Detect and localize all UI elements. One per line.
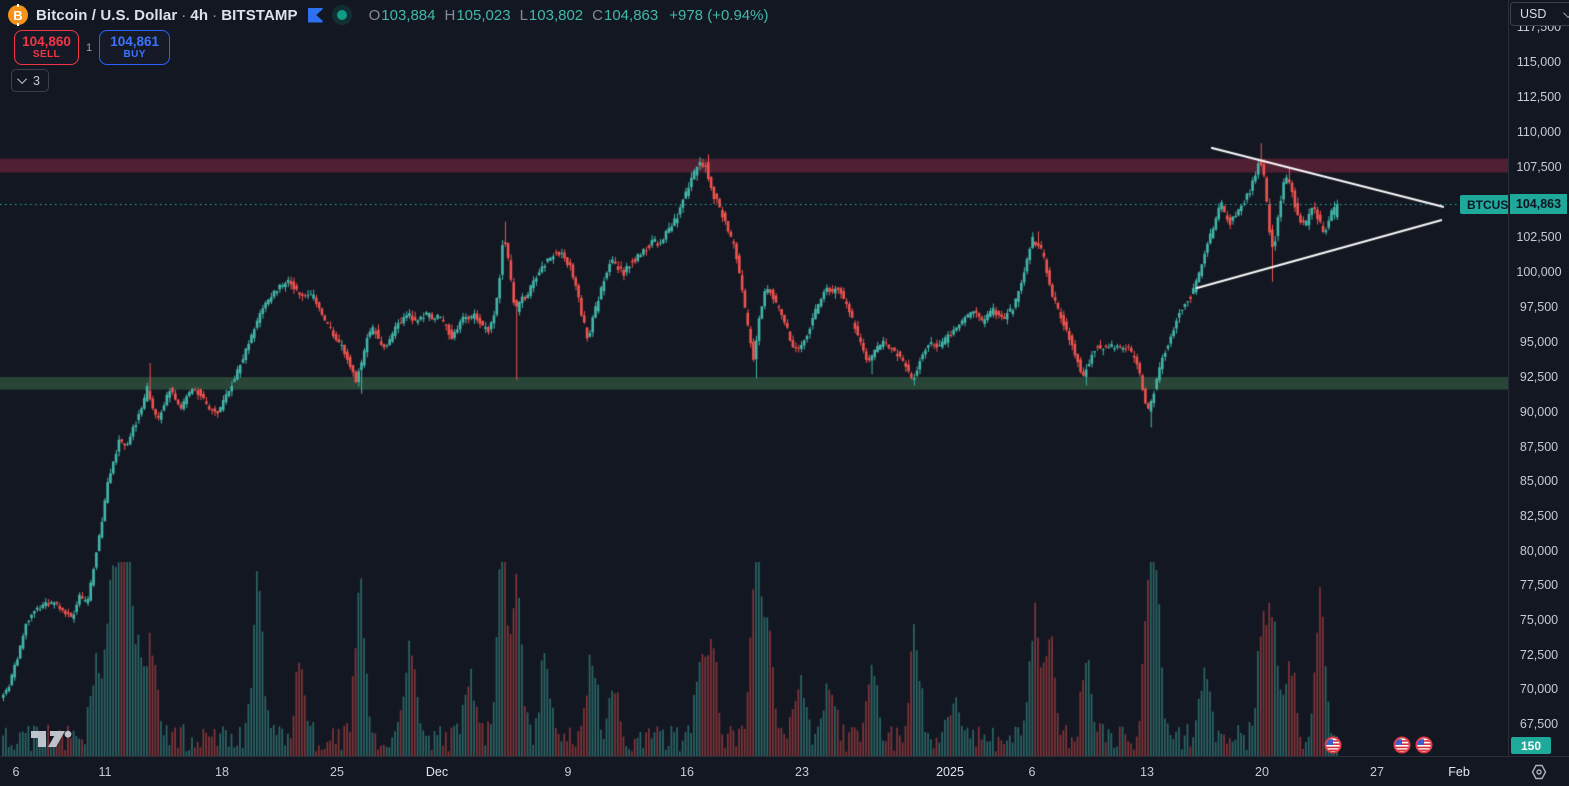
currency-selector[interactable]: USD (1510, 2, 1569, 26)
ohlc-key: H (444, 6, 456, 24)
us-flag-event-icon[interactable] (1415, 736, 1433, 754)
exchange-label: BITSTAMP (221, 6, 298, 24)
time-axis-label: 11 (98, 764, 112, 779)
ohlc-key: C (592, 6, 603, 24)
chevron-down-icon (1563, 7, 1569, 18)
price-axis-label: 112,500 (1516, 90, 1562, 104)
price-axis[interactable]: USD 104,863 150 117,500 115,000 112,500 110… (1508, 0, 1569, 757)
time-axis-label: 20 (1255, 764, 1269, 779)
price-axis-label: 115,000 (1516, 55, 1562, 69)
spread-value: 1 (86, 41, 93, 54)
ohlc-value: 105,023 (456, 6, 511, 24)
time-axis-label: 27 (1370, 764, 1384, 779)
symbol-title[interactable]: Bitcoin / U.S. Dollar · 4h · BITSTAMP (36, 7, 298, 24)
ohlc-pair: H105,023 (445, 7, 511, 24)
current-price-tag: 104,863 (1510, 194, 1567, 214)
time-axis[interactable]: 6 11 18 25 Dec 9 16 23 2025 6 13 20 27 Feb (0, 756, 1508, 786)
object-tree-chip[interactable]: 3 (11, 69, 49, 92)
sell-label: SELL (32, 49, 61, 61)
time-axis-label: 6 (1028, 764, 1036, 779)
buy-label: BUY (123, 49, 146, 61)
interval-label[interactable]: 4h (190, 6, 209, 24)
price-axis-label: 75,000 (1519, 613, 1559, 627)
price-axis-label: 100,000 (1516, 265, 1562, 279)
gear-icon (1531, 764, 1546, 779)
sell-button[interactable]: 104,860 SELL (14, 30, 79, 65)
price-axis-label: 95,000 (1519, 335, 1559, 349)
price-axis-label: 92,500 (1519, 370, 1559, 384)
price-axis-label: 110,000 (1516, 125, 1562, 139)
us-flag-event-icon[interactable] (1393, 736, 1411, 754)
sell-price: 104,860 (22, 33, 71, 49)
time-axis-label: 16 (680, 764, 694, 779)
buy-button[interactable]: 104,861 BUY (99, 30, 171, 65)
price-axis-label: 70,000 (1519, 682, 1559, 696)
price-axis-label: 85,000 (1519, 474, 1559, 488)
trade-panel: 104,860 SELL 1 104,861 BUY (14, 30, 171, 65)
price-axis-label: 87,500 (1519, 440, 1559, 454)
time-axis-label: 13 (1140, 764, 1154, 779)
ohlc-pair: C104,863 (592, 7, 658, 24)
time-axis-label: 6 (12, 764, 20, 779)
us-flag-event-icon[interactable] (1324, 736, 1342, 754)
symbol-name: Bitcoin / U.S. Dollar (36, 6, 178, 24)
price-axis-label: 90,000 (1519, 405, 1559, 419)
ohlc-value: 103,884 (381, 6, 436, 24)
time-axis-label: 23 (795, 764, 809, 779)
current-volume-tag: 150 (1511, 737, 1551, 754)
price-axis-label: 82,500 (1519, 509, 1559, 523)
time-axis-label: 9 (564, 764, 572, 779)
ohlc-pair: L103,802 (520, 7, 584, 24)
bitcoin-logo-icon: B (8, 4, 28, 26)
title-separator: · (212, 6, 218, 24)
ohlc-key: L (519, 6, 528, 24)
price-axis-label: 77,500 (1519, 578, 1559, 592)
ohlc-key: O (368, 6, 381, 24)
market-status-dot-icon (336, 10, 347, 20)
time-axis-label: 2025 (936, 764, 964, 779)
buy-price: 104,861 (110, 33, 160, 49)
drawings-count: 3 (33, 73, 40, 88)
price-chart-canvas[interactable] (0, 0, 1508, 757)
flag-icon[interactable] (307, 7, 323, 23)
ohlc-pair: O103,884 (369, 7, 436, 24)
chevron-down-icon (17, 74, 28, 85)
time-axis-label: 18 (215, 764, 229, 779)
price-axis-label: 107,500 (1516, 160, 1562, 174)
price-change: +978 (+0.94%) (669, 6, 769, 24)
ohlc-value: 103,802 (528, 6, 584, 24)
price-axis-label: 80,000 (1519, 544, 1559, 558)
axis-settings-corner[interactable] (1508, 756, 1569, 786)
price-axis-label: 97,500 (1519, 300, 1559, 314)
time-axis-label: 25 (330, 764, 344, 779)
time-axis-label: Feb (1448, 764, 1470, 779)
price-axis-label: 102,500 (1516, 230, 1562, 244)
tradingview-logo[interactable] (30, 726, 76, 748)
title-separator: · (181, 6, 187, 24)
ohlc-value: 104,863 (604, 6, 659, 24)
ohlc-values: O103,884 H105,023 L103,802 C104,863 +978 (+0… (369, 7, 769, 24)
time-axis-label: Dec (425, 764, 449, 779)
price-axis-label: 67,500 (1519, 717, 1559, 731)
symbol-header: B Bitcoin / U.S. Dollar · 4h · BITSTAMP O103… (8, 4, 769, 26)
price-axis-label: 72,500 (1519, 648, 1559, 662)
